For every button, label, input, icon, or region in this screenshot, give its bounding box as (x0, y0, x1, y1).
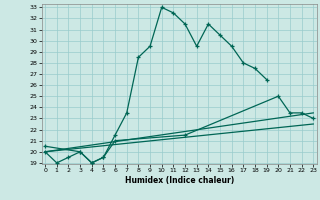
X-axis label: Humidex (Indice chaleur): Humidex (Indice chaleur) (124, 176, 234, 185)
